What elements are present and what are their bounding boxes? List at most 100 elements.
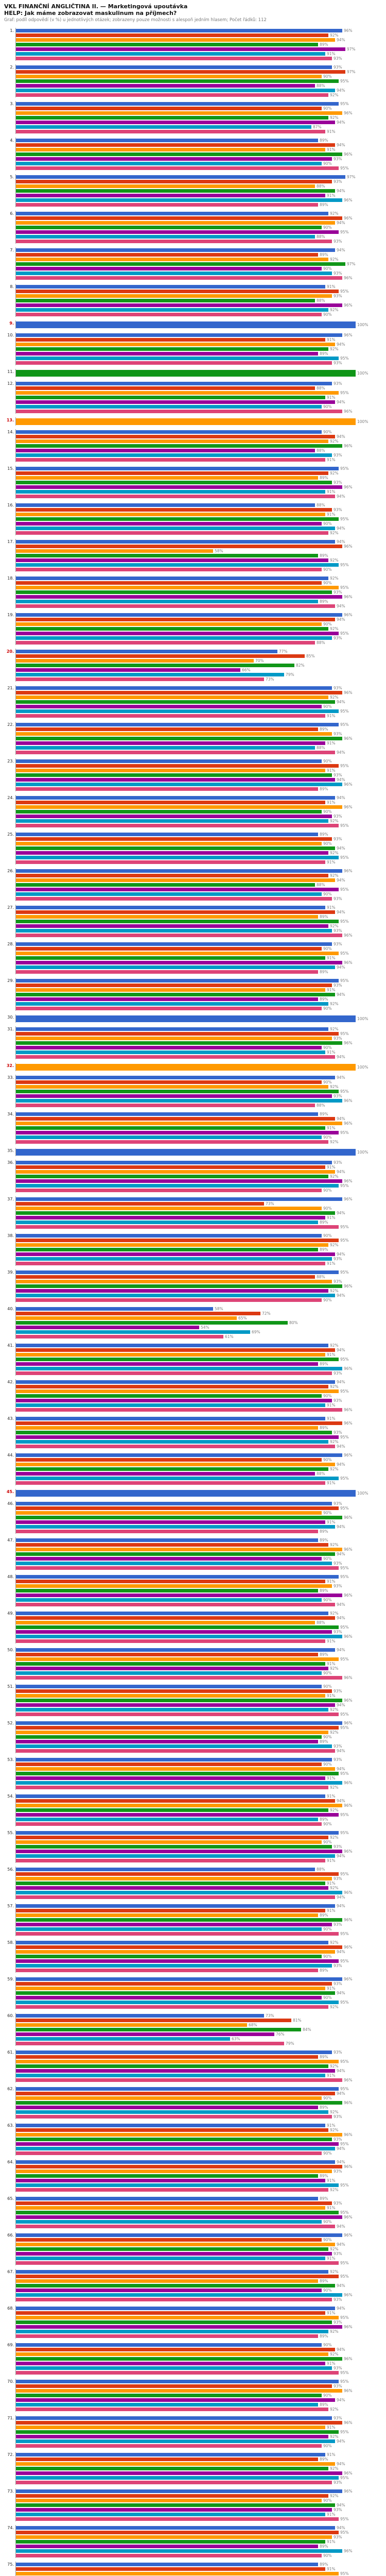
bar-value-label: 89%	[320, 1362, 328, 1366]
bar-value-label: 91%	[327, 52, 336, 56]
bar-row: 97%	[16, 70, 385, 74]
bar-row: 92%	[16, 531, 385, 535]
bar	[16, 805, 342, 809]
bar	[16, 2032, 274, 2036]
bar-row: 100%	[16, 1489, 385, 1497]
bar-value-label: 88%	[317, 234, 325, 239]
bar-value-label: 93%	[334, 686, 342, 690]
bar-row: 94%	[16, 1616, 385, 1620]
bar-value-label: 91%	[327, 1908, 336, 1913]
group-label: 74.	[7, 2526, 14, 2530]
bar-row: 100%	[16, 1063, 385, 1071]
bar	[16, 1330, 250, 1334]
bar	[16, 1099, 342, 1103]
bar-row: 91%	[16, 800, 385, 805]
bar	[16, 1923, 332, 1926]
bar	[16, 2293, 342, 2297]
bar-row: 94%	[16, 526, 385, 531]
bar	[16, 65, 332, 69]
bar-value-label: 94%	[337, 1895, 345, 1900]
bar-row: 92%	[16, 1785, 385, 1790]
bar-value-label: 95%	[340, 1959, 349, 1963]
bar-row: 91%	[16, 2123, 385, 2128]
bar-value-label: 93%	[334, 381, 342, 386]
bar	[16, 1808, 328, 1812]
bar	[16, 1367, 342, 1370]
bar-group: 15. 95% 92% 89% 93% 96% 91% 94%	[2, 466, 385, 499]
bar-row: 96%	[16, 1284, 385, 1289]
bar	[16, 997, 318, 1001]
group-bars: 91% 96% 89% 93% 95% 92% 94%	[15, 1416, 385, 1449]
bar	[16, 84, 315, 88]
bar	[16, 1520, 325, 1524]
group-bars: 88% 95% 93% 91% 92% 96% 94%	[15, 1867, 385, 1900]
bar	[16, 2567, 325, 2571]
bar-row: 93%	[16, 1922, 385, 1927]
bar-row: 90%	[16, 622, 385, 626]
bar-value-label: 96%	[344, 2233, 353, 2238]
bar	[16, 2087, 339, 2091]
group-bars: 92% 94% 88% 95% 93% 96% 91%	[15, 1611, 385, 1643]
group-bars: 93% 90% 94% 95% 91% 96% 92%	[15, 1757, 385, 1790]
bar-value-label: 90%	[323, 809, 332, 814]
bar	[16, 2037, 230, 2041]
bar-value-label: 94%	[337, 1648, 345, 1652]
bar-value-label: 91%	[327, 2512, 336, 2517]
bar-row: 93%	[16, 2251, 385, 2256]
bar-row: 93%	[16, 2169, 385, 2174]
bar	[16, 1221, 318, 1224]
bar	[16, 2165, 342, 2168]
bar-value-label: 95%	[340, 1183, 349, 1188]
bar-row: 95%	[16, 2087, 385, 2091]
bar-value-label: 94%	[337, 1616, 345, 1620]
bar-value-label: 87%	[313, 125, 322, 129]
bar	[16, 1625, 339, 1629]
bar	[16, 664, 294, 667]
bar-row: 94%	[16, 1524, 385, 1529]
bar-value-label: 94%	[337, 878, 345, 883]
bar	[16, 2426, 325, 2429]
bar	[16, 503, 315, 507]
bar-group: 47. 89% 92% 96% 94% 90% 93% 95%	[2, 1537, 385, 1570]
bar-row: 92%	[16, 1611, 385, 1616]
bar-value-label: 93%	[334, 1689, 342, 1693]
bar	[16, 226, 322, 229]
bar-value-label: 95%	[340, 2274, 349, 2279]
bar-value-label: 95%	[340, 101, 349, 106]
bar	[16, 2357, 342, 2361]
bar	[16, 796, 335, 800]
bar-row: 89%	[16, 1247, 385, 1252]
bar-row: 91%	[16, 512, 385, 517]
bar	[16, 52, 325, 56]
bar-value-label: 88%	[317, 1620, 325, 1625]
bar-row: 96%	[16, 1675, 385, 1680]
bar	[16, 439, 328, 443]
bar-row: 89%	[16, 1529, 385, 1534]
bar-row: 90%	[16, 1556, 385, 1561]
bar-row: 94%	[16, 1703, 385, 1707]
bar	[16, 93, 328, 97]
bar-row: 88%	[16, 1620, 385, 1625]
bar-row: 93%	[16, 590, 385, 595]
bar	[16, 2458, 318, 2461]
bar-row: 96%	[16, 1098, 385, 1103]
bar-row: 96%	[16, 1121, 385, 1126]
bar-row: 96%	[16, 409, 385, 414]
bar-row: 94%	[16, 1293, 385, 1298]
group-label: 59.	[7, 1977, 14, 1981]
bar-value-label: 95%	[340, 1031, 349, 1036]
bar	[16, 1840, 322, 1844]
bar	[16, 2513, 325, 2516]
bar-value-label: 94%	[337, 88, 345, 93]
bar-group: 71. 93% 96% 91% 95% 92% 94% 90%	[2, 2415, 385, 2448]
bar-value-label: 91%	[327, 284, 336, 289]
bar	[16, 75, 322, 78]
bar	[16, 418, 356, 425]
bar	[16, 1721, 342, 1725]
bar-value-label: 89%	[320, 2544, 328, 2549]
bar-value-label: 94%	[337, 1055, 345, 1059]
bar	[16, 988, 325, 992]
bar-value-label: 93%	[334, 1981, 342, 1986]
bar-group: 16. 88% 93% 91% 95% 90% 94% 92%	[2, 502, 385, 535]
bar-row: 89%	[16, 202, 385, 207]
